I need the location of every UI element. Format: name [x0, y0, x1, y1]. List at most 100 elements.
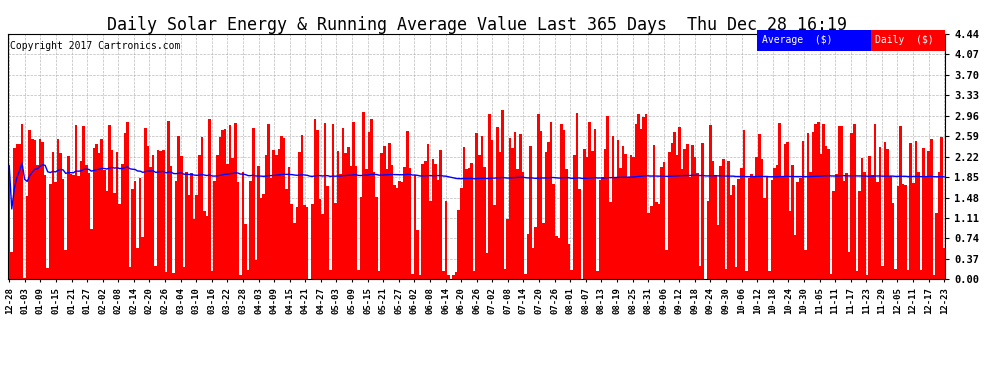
Bar [51, 152, 54, 279]
Bar [583, 149, 586, 279]
Bar [460, 188, 462, 279]
Bar [201, 136, 203, 279]
Bar [245, 224, 247, 279]
Bar [314, 118, 316, 279]
Bar [730, 195, 733, 279]
Bar [8, 166, 11, 279]
Bar [791, 165, 794, 279]
Bar [139, 178, 142, 279]
Bar [383, 146, 385, 279]
Bar [886, 149, 889, 279]
Bar [185, 172, 188, 279]
Bar [506, 219, 509, 279]
Bar [781, 176, 784, 279]
Bar [24, 278, 26, 279]
Bar [519, 134, 522, 279]
Bar [879, 147, 881, 279]
Bar [216, 154, 219, 279]
Bar [203, 211, 206, 279]
Bar [322, 214, 324, 279]
Bar [411, 274, 414, 279]
Bar [108, 125, 111, 279]
Bar [67, 156, 69, 279]
Bar [596, 271, 599, 279]
Bar [709, 125, 712, 279]
Bar [712, 161, 714, 279]
Bar [720, 165, 722, 279]
Bar [370, 119, 372, 279]
Bar [889, 176, 892, 279]
Bar [699, 266, 702, 279]
Bar [562, 130, 565, 279]
Bar [652, 145, 655, 279]
Bar [689, 177, 691, 279]
Bar [809, 172, 812, 279]
Bar [853, 124, 855, 279]
Bar [920, 270, 923, 279]
Text: Copyright 2017 Cartronics.com: Copyright 2017 Cartronics.com [10, 41, 180, 51]
Bar [873, 124, 876, 279]
Bar [119, 204, 121, 279]
Bar [391, 165, 393, 279]
Bar [850, 133, 853, 279]
Bar [319, 200, 322, 279]
Bar [897, 186, 899, 279]
Bar [650, 206, 652, 279]
Bar [100, 138, 103, 279]
Bar [285, 189, 288, 279]
Bar [627, 177, 630, 279]
Bar [13, 148, 16, 279]
Bar [346, 147, 349, 279]
Bar [457, 210, 460, 279]
Bar [430, 201, 432, 279]
Bar [193, 219, 195, 279]
Bar [478, 154, 480, 279]
Bar [594, 129, 596, 279]
Bar [198, 155, 201, 279]
Bar [560, 124, 562, 279]
Bar [527, 234, 530, 279]
Bar [82, 126, 85, 279]
Bar [530, 146, 532, 279]
Bar [938, 171, 940, 279]
Bar [493, 205, 496, 279]
Bar [437, 180, 440, 279]
Bar [147, 146, 149, 279]
Bar [375, 197, 378, 279]
Bar [752, 177, 755, 279]
Bar [549, 122, 552, 279]
Bar [54, 182, 56, 279]
Bar [933, 275, 936, 279]
Bar [303, 205, 306, 279]
Bar [417, 230, 419, 279]
Bar [74, 125, 77, 279]
Bar [619, 168, 622, 279]
Bar [473, 271, 475, 279]
Bar [740, 168, 742, 279]
Bar [504, 269, 506, 279]
Bar [42, 142, 44, 279]
Bar [760, 159, 763, 279]
Bar [50, 184, 51, 279]
Bar [419, 275, 422, 279]
Bar [224, 129, 227, 279]
Bar [385, 169, 388, 279]
Bar [866, 276, 868, 279]
Bar [838, 126, 841, 279]
Bar [372, 172, 375, 279]
Bar [601, 177, 604, 279]
Bar [177, 136, 180, 279]
Bar [137, 248, 139, 279]
Bar [676, 155, 678, 279]
Bar [925, 176, 928, 279]
Bar [670, 143, 673, 279]
Bar [630, 155, 632, 279]
Bar [881, 266, 884, 279]
Bar [738, 179, 740, 279]
Bar [892, 203, 894, 279]
Bar [768, 271, 771, 279]
Bar [625, 154, 627, 279]
Bar [11, 252, 13, 279]
Bar [570, 270, 573, 279]
Bar [841, 126, 842, 279]
